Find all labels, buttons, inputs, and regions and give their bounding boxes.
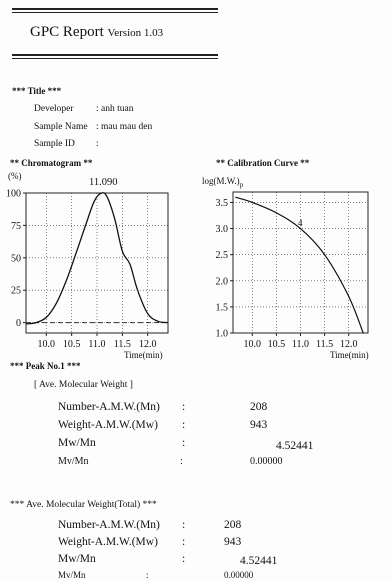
peak-group-label: [ Ave. Molecular Weight ]	[34, 380, 133, 390]
total-mn-label: Number-A.M.W.(Mn)	[58, 519, 160, 531]
calibration-series-line	[235, 196, 364, 334]
calibration-grid	[233, 192, 368, 334]
chromo-x-tick-label: 10.5	[63, 339, 81, 350]
title-section-heading: *** Title ***	[12, 86, 62, 96]
calibration-marker-label: 4	[298, 218, 303, 228]
total-mvmn-label: Mv/Mn	[58, 570, 86, 580]
calib-x-tick-label: 10.0	[244, 339, 262, 350]
sample-id-value: :	[96, 139, 99, 149]
peak-mwmn-label: Mw/Mn	[58, 437, 96, 449]
total-mvmn-sep: :	[146, 570, 149, 580]
total-mn-value: 208	[224, 519, 242, 531]
calib-y-tick-label: 2.5	[216, 250, 229, 261]
chromatogram-chart: 100 75 50 25 0 10.0 10.5 11.0 11.5 12.0	[6, 189, 169, 350]
chromatogram-y-unit: (%)	[8, 171, 22, 181]
peak-mwmn-sep: :	[182, 437, 186, 449]
chromatogram-series-line	[25, 192, 169, 325]
peak-mw-label: Weight-A.M.W.(Mw)	[58, 419, 158, 431]
calib-y-tick-label: 1.0	[216, 329, 229, 340]
peak-mn-label: Number-A.M.W.(Mn)	[58, 401, 160, 413]
calib-y-tick-label: 2.0	[216, 276, 229, 287]
total-heading: *** Ave. Molecular Weight(Total) ***	[10, 500, 157, 510]
chromo-x-tick-label: 12.0	[139, 339, 157, 350]
report-title: GPC Report Version 1.03	[30, 24, 163, 41]
report-title-text: GPC Report	[30, 24, 104, 40]
header-rule-bottom-thin	[12, 58, 218, 59]
calib-x-tick-label: 10.5	[268, 339, 286, 350]
calib-y-tick-label: 3.5	[216, 198, 229, 209]
calibration-y-title-text: log(M.W.)	[202, 176, 240, 186]
peak-heading: *** Peak No.1 ***	[10, 361, 81, 371]
total-mn-sep: :	[182, 519, 186, 531]
peak-mw-sep: :	[182, 419, 186, 431]
calibration-x-ticks: 10.0 10.5 11.0 11.5 12.0	[244, 333, 358, 350]
chromatogram-x-title: Time(min)	[124, 350, 163, 360]
report-version: Version 1.03	[107, 27, 164, 39]
header-rule-top-thin	[12, 12, 218, 13]
calibration-chart: 3.5 3.0 2.5 2.0 1.5 1.0 10.0 10.5 11.0 11.5 12.0	[216, 191, 369, 350]
chromatogram-heading: ** Chromatogram **	[10, 158, 93, 168]
peak-mn-value: 208	[250, 401, 268, 413]
chromo-x-tick-label: 11.0	[88, 339, 105, 350]
developer-value: : anh tuan	[96, 104, 134, 114]
calib-x-tick-label: 12.0	[340, 339, 358, 350]
total-mwmn-value: 4.52441	[240, 555, 278, 567]
calibration-heading: ** Calibration Curve **	[216, 158, 310, 168]
total-mw-label: Weight-A.M.W.(Mw)	[58, 536, 158, 548]
peak-mvmn-sep: :	[180, 456, 183, 467]
calib-x-tick-label: 11.0	[292, 339, 309, 350]
chromo-x-tick-label: 11.5	[114, 339, 131, 350]
sample-id-label: Sample ID	[34, 139, 75, 149]
chromo-y-tick-label: 75	[11, 221, 21, 232]
peak-mwmn-value: 4.52441	[276, 440, 314, 452]
chromatogram-y-ticks: 100 75 50 25 0	[6, 189, 26, 329]
peak-mvmn-label: Mv/Mn	[58, 456, 89, 467]
calib-x-tick-label: 11.5	[316, 339, 333, 350]
sample-name-label: Sample Name	[34, 122, 88, 132]
header-rule-top	[12, 8, 218, 10]
total-mwmn-label: Mw/Mn	[58, 553, 96, 565]
calib-y-tick-label: 1.5	[216, 302, 229, 313]
chromo-y-tick-label: 0	[16, 318, 21, 329]
chromo-x-tick-label: 10.0	[38, 339, 56, 350]
calibration-y-title: log(M.W.)p	[202, 176, 243, 189]
calibration-x-title: Time(min)	[330, 350, 369, 360]
total-mw-value: 943	[224, 536, 242, 548]
peak-mvmn-value: 0.00000	[250, 456, 283, 467]
total-mvmn-value: 0.00000	[224, 570, 254, 580]
calibration-y-title-sub: p	[239, 180, 244, 189]
total-mwmn-sep: :	[182, 553, 186, 565]
sample-name-value: : mau mau den	[96, 122, 153, 132]
peak-mn-sep: :	[182, 401, 186, 413]
chromatogram-grid	[26, 192, 168, 333]
calibration-y-ticks: 3.5 3.0 2.5 2.0 1.5 1.0	[216, 198, 233, 340]
total-mw-sep: :	[182, 536, 186, 548]
chromo-y-tick-label: 50	[11, 253, 21, 264]
chromatogram-peak-label: 11.090	[89, 177, 118, 188]
peak-mw-value: 943	[250, 419, 268, 431]
header-rule-bottom	[12, 54, 218, 56]
chromo-y-tick-label: 25	[11, 286, 21, 297]
chromatogram-x-ticks: 10.0 10.5 11.0 11.5 12.0	[38, 333, 157, 350]
developer-label: Developer	[34, 104, 74, 114]
chromo-y-tick-label: 100	[6, 189, 21, 200]
calib-y-tick-label: 3.0	[216, 224, 229, 235]
